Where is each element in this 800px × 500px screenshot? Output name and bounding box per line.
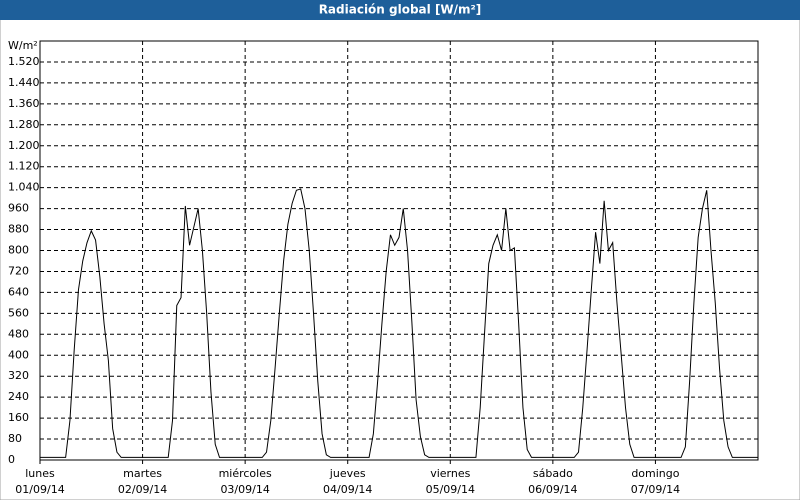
x-tick-label: domingo — [631, 467, 679, 480]
x-tick-label: 07/09/14 — [631, 483, 680, 496]
x-tick-label: jueves — [329, 467, 366, 480]
y-tick-label: 1.040 — [8, 181, 40, 194]
y-tick-label: 1.440 — [8, 76, 40, 89]
x-tick-label: 04/09/14 — [323, 483, 372, 496]
y-tick-label: 480 — [8, 327, 29, 340]
y-tick-label: 0 — [8, 453, 15, 466]
x-tick-label: 02/09/14 — [118, 483, 167, 496]
y-tick-label: 400 — [8, 348, 29, 361]
x-tick-label: 01/09/14 — [15, 483, 64, 496]
y-tick-label: 800 — [8, 244, 29, 257]
y-axis-label: W/m² — [8, 39, 38, 52]
y-tick-label: 960 — [8, 202, 29, 215]
x-tick-label: viernes — [430, 467, 470, 480]
x-tick-label: 05/09/14 — [426, 483, 475, 496]
title-bar — [0, 0, 800, 20]
y-tick-label: 880 — [8, 223, 29, 236]
y-tick-label: 640 — [8, 285, 29, 298]
plot-area — [39, 40, 759, 461]
y-tick-label: 80 — [8, 432, 22, 445]
y-tick-label: 240 — [8, 390, 29, 403]
y-tick-label: 160 — [8, 411, 29, 424]
y-tick-label: 1.520 — [8, 55, 40, 68]
y-tick-label: 1.120 — [8, 160, 40, 173]
y-tick-label: 1.200 — [8, 139, 40, 152]
chart-title: Radiación global [W/m²] — [319, 3, 482, 17]
x-tick-label: miércoles — [219, 467, 272, 480]
y-tick-label: 1.360 — [8, 97, 40, 110]
x-tick-label: martes — [123, 467, 162, 480]
y-tick-label: 1.280 — [8, 118, 40, 131]
x-tick-label: sábado — [533, 467, 573, 480]
y-tick-label: 720 — [8, 264, 29, 277]
data-line — [40, 188, 758, 458]
x-tick-label: lunes — [25, 467, 55, 480]
y-tick-label: 560 — [8, 306, 29, 319]
x-tick-label: 06/09/14 — [528, 483, 577, 496]
y-tick-label: 320 — [8, 369, 29, 382]
x-tick-label: 03/09/14 — [220, 483, 269, 496]
